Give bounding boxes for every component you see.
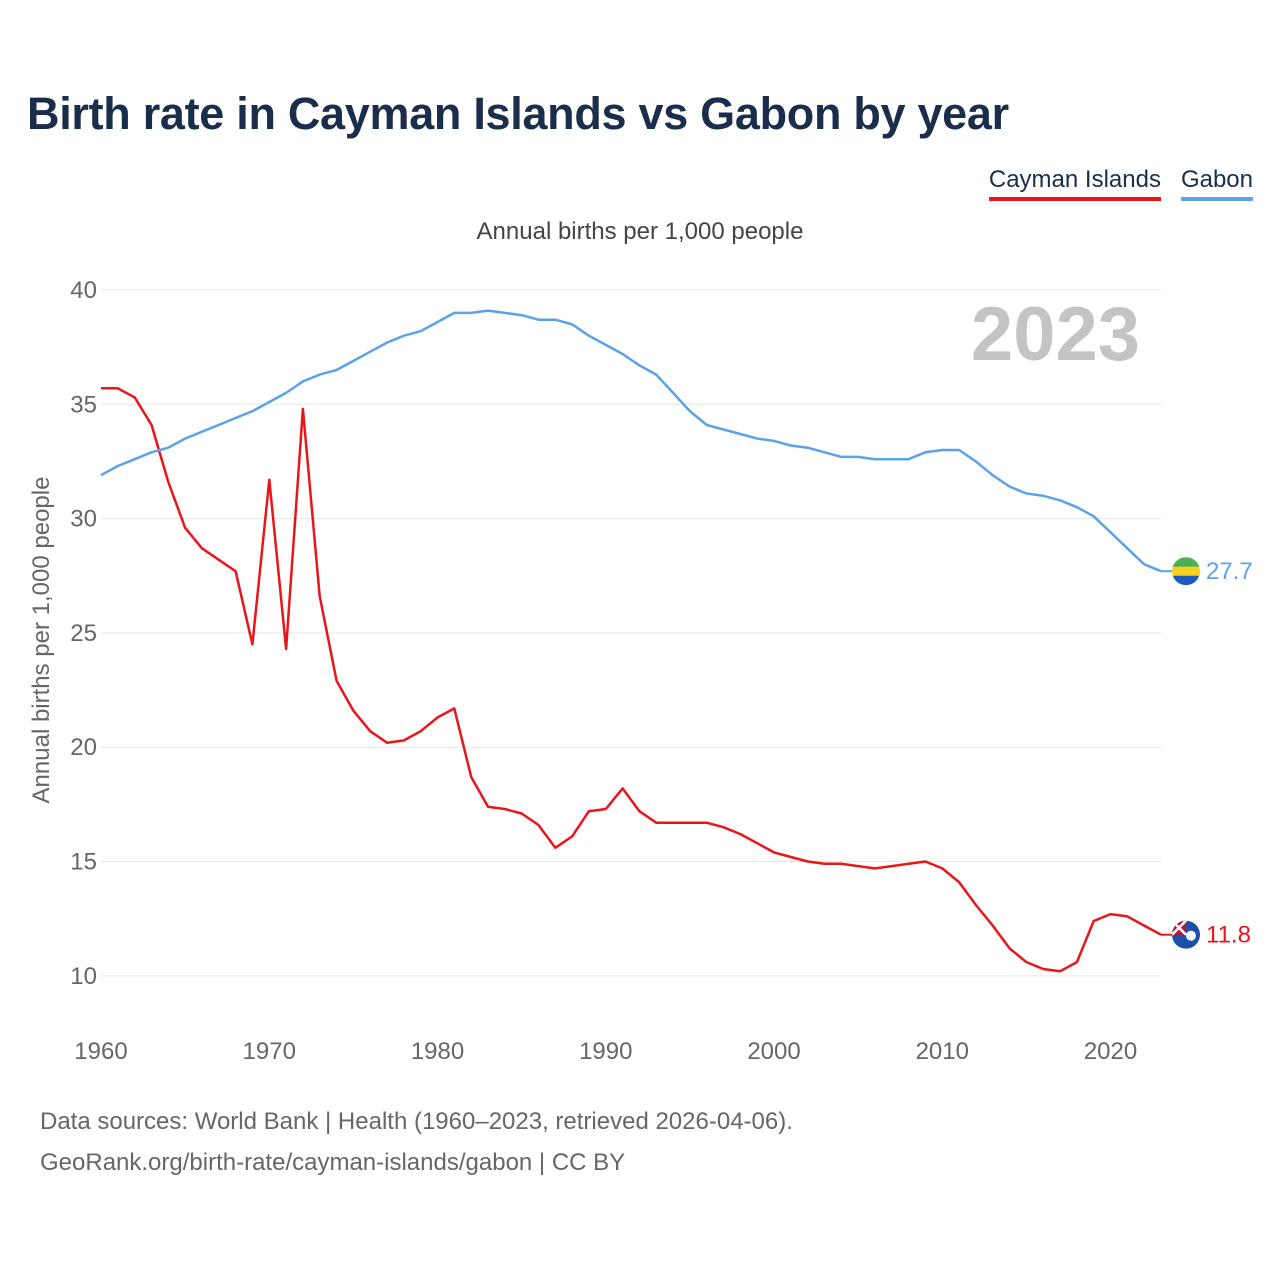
- y-tick-label: 40: [70, 277, 97, 304]
- source-link[interactable]: GeoRank.org/birth-rate/cayman-islands/ga…: [40, 1149, 626, 1176]
- end-value-label: 27.7: [1206, 558, 1253, 585]
- data-source-text: Data sources: World Bank | Health (1960–…: [40, 1108, 793, 1135]
- flag-body: [1172, 557, 1200, 586]
- legend: Cayman Islands Gabon: [988, 166, 1253, 201]
- year-label: 2023: [971, 292, 1140, 377]
- chart-title: Birth rate in Cayman Islands vs Gabon by…: [27, 88, 1009, 139]
- y-tick-label: 20: [70, 734, 97, 761]
- chart-subtitle: Annual births per 1,000 people: [476, 218, 804, 245]
- legend-item-gabon[interactable]: Gabon: [1180, 166, 1253, 201]
- y-tick-label: 30: [70, 506, 97, 533]
- cayman-islands-flag-icon: [1172, 920, 1200, 949]
- y-tick-label: 15: [70, 849, 97, 876]
- x-tick-label: 2010: [916, 1038, 969, 1065]
- y-tick-label: 25: [70, 620, 97, 647]
- x-tick-label: 1990: [579, 1038, 632, 1065]
- x-tick-label: 1980: [411, 1038, 464, 1065]
- x-tick-label: 2020: [1084, 1038, 1137, 1065]
- legend-item-cayman-islands[interactable]: Cayman Islands: [988, 166, 1161, 201]
- flag-emblem: [1186, 930, 1196, 941]
- flag-stripe-yellow: [1172, 566, 1200, 576]
- x-tick-label: 1960: [74, 1038, 127, 1065]
- y-tick-label: 35: [70, 391, 97, 418]
- end-value-label: 11.8: [1206, 922, 1251, 949]
- flag-stripe-green: [1172, 557, 1200, 568]
- x-tick-label: 1970: [243, 1038, 296, 1065]
- flag-stripe-blue: [1172, 575, 1200, 586]
- series-line-gabon: [100, 309, 1162, 573]
- series-line-cayman-islands: [101, 387, 1162, 973]
- gabon-flag-icon: [1172, 557, 1200, 586]
- flag-body: [1172, 920, 1200, 949]
- flag-saltire: [1172, 920, 1187, 936]
- y-tick-label: 10: [70, 963, 97, 990]
- x-tick-label: 2000: [747, 1038, 800, 1065]
